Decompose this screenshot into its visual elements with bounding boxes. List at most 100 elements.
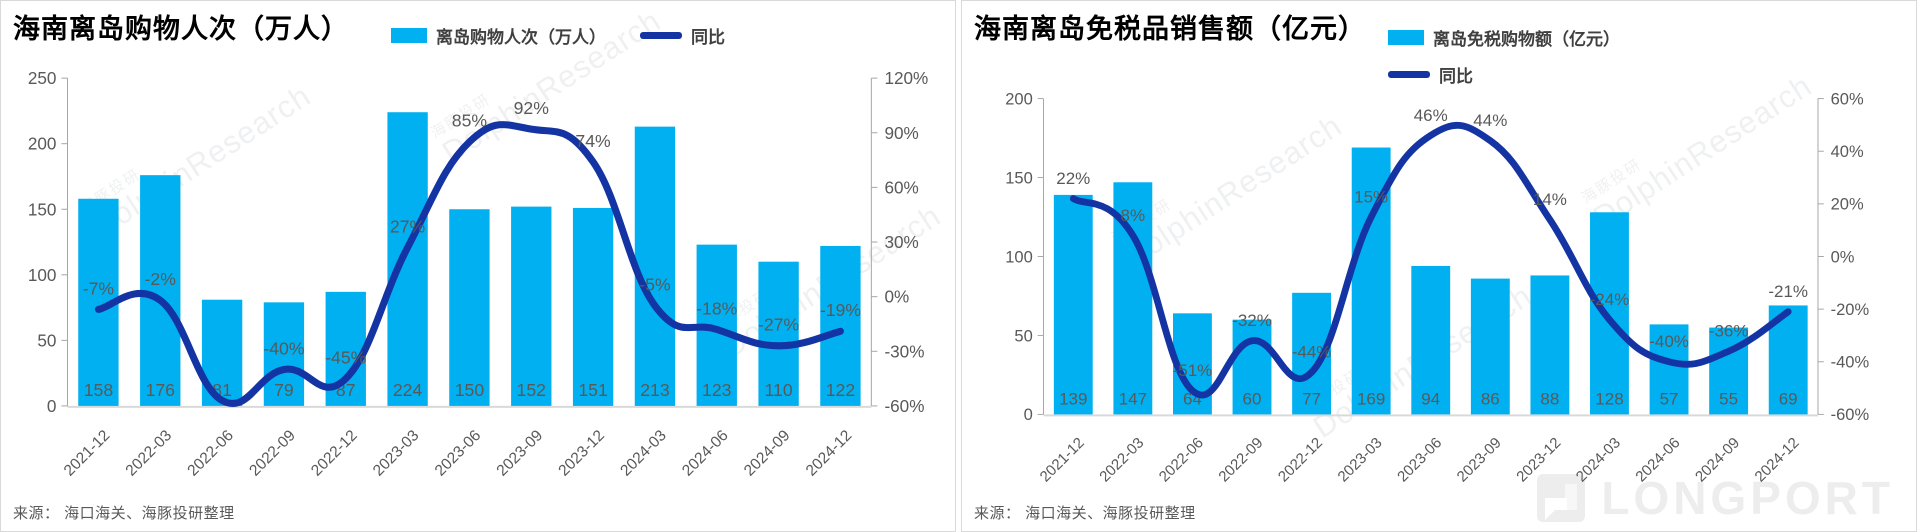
axes: 0 50 100 150 200 -60% -40% -20% 0% 20% 40% 60% xyxy=(1005,89,1869,424)
right-axis-tick-label: 90% xyxy=(884,123,918,143)
bar-2023-06 xyxy=(449,209,490,406)
x-tick-label: 2024-06 xyxy=(679,427,732,480)
left-axis-tick-label: 50 xyxy=(1014,326,1032,345)
right-axis-tick-label: -20% xyxy=(1831,300,1870,319)
yoy-label: -51% xyxy=(1173,361,1213,380)
x-tick-label: 2023-12 xyxy=(555,427,608,480)
yoy-label: -40% xyxy=(1649,332,1689,351)
bar-2023-12 xyxy=(1530,275,1570,415)
bar-swatch-icon xyxy=(1388,30,1424,45)
x-tick-label: 2023-06 xyxy=(1394,434,1445,485)
left-axis-tick-label: 100 xyxy=(28,265,57,285)
yoy-label: -7% xyxy=(83,278,115,298)
left-axis-tick-label: 200 xyxy=(1005,89,1033,108)
bar-2022-09 xyxy=(263,302,305,406)
bar-value-label: 176 xyxy=(146,380,176,400)
right-axis-tick-label: 40% xyxy=(1831,142,1864,161)
bar-2021-12 xyxy=(1053,194,1093,415)
x-tick-label: 2022-09 xyxy=(246,427,299,480)
bar-value-label: 151 xyxy=(578,380,607,400)
bar-swatch-icon xyxy=(391,28,427,43)
legend-label: 同比 xyxy=(691,28,725,47)
right-axis-tick-label: 0% xyxy=(1831,247,1855,266)
x-tick-label: 2024-09 xyxy=(741,427,794,480)
bar-value-label: 110 xyxy=(765,380,793,400)
x-tick-label: 2023-03 xyxy=(1335,434,1386,485)
bar-2024-03 xyxy=(634,126,676,406)
yoy-label: -36% xyxy=(1709,322,1749,341)
legend-item-bar: 离岛购物人次（万人） xyxy=(391,23,606,48)
bar-value-label: 150 xyxy=(455,380,485,400)
yoy-label: 22% xyxy=(1056,169,1090,188)
left-axis-tick-label: 0 xyxy=(1024,405,1033,424)
bar-value-label: 128 xyxy=(1595,390,1623,409)
chart-title: 海南离岛免税品销售额（亿元） xyxy=(974,14,1366,44)
x-tick-label: 2024-09 xyxy=(1692,434,1743,485)
source-note: 来源： 海口海关、海豚投研整理 xyxy=(974,505,1196,522)
yoy-label: -32% xyxy=(1232,311,1272,330)
bar-value-label: 147 xyxy=(1119,390,1147,409)
bar-2024-03 xyxy=(1590,212,1629,415)
combo-chart-sales: 0 50 100 150 200 -60% -40% -20% 0% 20% 40% 60% 139 14… xyxy=(1005,89,1869,485)
legend-label: 同比 xyxy=(1439,67,1473,86)
chart-title: 海南离岛购物人次（万人） xyxy=(13,14,349,44)
combo-chart-visits: 0 50 100 150 200 250 -60% -30% 0% 30% 60% 90% 120% 15… xyxy=(28,68,928,480)
bar-2023-06 xyxy=(1411,266,1451,415)
x-tick-label: 2023-09 xyxy=(1454,434,1505,485)
bar-value-label: 94 xyxy=(1421,390,1440,409)
x-axis-labels: 2021-12 2022-03 2022-06 2022-09 2022-12 2023-… xyxy=(61,427,856,480)
line-value-labels: 22% 8% -51% -32% -44% 15% 46% 44% 14% -24% -40% -36… xyxy=(1056,106,1808,380)
bar-value-label: 123 xyxy=(702,380,732,400)
yoy-label: -19% xyxy=(820,300,861,320)
yoy-label: 27% xyxy=(390,216,426,236)
yoy-label: -5% xyxy=(639,275,671,295)
left-axis-tick-label: 150 xyxy=(1005,168,1033,187)
x-tick-label: 2024-12 xyxy=(1752,434,1803,485)
yoy-label: 74% xyxy=(575,131,611,151)
bar-value-label: 69 xyxy=(1779,390,1798,409)
bar-value-labels: 158 176 81 79 87 224 150 152 151 213 123 110 122 xyxy=(84,380,855,400)
yoy-label: 46% xyxy=(1414,106,1448,125)
yoy-label: -2% xyxy=(145,269,177,289)
yoy-label: 8% xyxy=(1121,206,1146,225)
bar-series xyxy=(1053,147,1808,415)
x-tick-label: 2023-09 xyxy=(494,427,547,480)
x-tick-label: 2022-12 xyxy=(1275,434,1326,485)
chart-panel-visits: 海豚投研 DolphinResearch 海豚投研 DolphinResearch … xyxy=(0,0,956,532)
x-tick-label: 2024-03 xyxy=(617,427,670,480)
bar-value-label: 55 xyxy=(1719,390,1738,409)
legend: 离岛购物人次（万人） 同比 xyxy=(391,23,725,48)
bar-value-label: 122 xyxy=(826,380,855,400)
yoy-label: -45% xyxy=(325,347,366,367)
right-axis-tick-label: -60% xyxy=(1831,405,1870,424)
legend-item-line: 同比 xyxy=(1388,62,1473,87)
yoy-line xyxy=(94,121,844,407)
bar-value-label: 224 xyxy=(393,380,423,400)
x-axis-labels: 2021-12 2022-03 2022-06 2022-09 2022-12 2023-… xyxy=(1037,434,1803,485)
bar-2023-12 xyxy=(572,207,614,406)
right-axis-tick-label: 30% xyxy=(884,232,918,252)
bar-value-label: 79 xyxy=(274,380,294,400)
right-axis-tick-label: 120% xyxy=(884,68,928,88)
x-tick-label: 2022-03 xyxy=(123,427,176,480)
legend-label: 离岛购物人次（万人） xyxy=(436,28,606,47)
right-axis-tick-label: 0% xyxy=(884,287,909,307)
yoy-label: 44% xyxy=(1473,111,1507,130)
x-tick-label: 2023-06 xyxy=(432,427,485,480)
bar-value-label: 77 xyxy=(1302,390,1321,409)
right-axis-tick-label: 60% xyxy=(1831,89,1864,108)
right-axis-tick-label: -40% xyxy=(1831,353,1870,372)
x-tick-label: 2022-12 xyxy=(308,427,361,480)
x-tick-label: 2023-03 xyxy=(370,427,423,480)
axes: 0 50 100 150 200 250 -60% -30% 0% 30% 60% 90% 120% xyxy=(28,68,928,416)
right-axis-tick-label: -30% xyxy=(884,341,924,361)
left-axis-tick-label: 100 xyxy=(1005,247,1033,266)
bar-value-label: 88 xyxy=(1540,390,1559,409)
bar-2024-06 xyxy=(1649,324,1689,415)
x-tick-label: 2022-03 xyxy=(1096,434,1147,485)
x-tick-label: 2024-12 xyxy=(803,427,856,480)
x-tick-label: 2022-06 xyxy=(184,427,237,480)
bar-value-label: 57 xyxy=(1660,390,1679,409)
yoy-label: 15% xyxy=(1354,188,1388,207)
